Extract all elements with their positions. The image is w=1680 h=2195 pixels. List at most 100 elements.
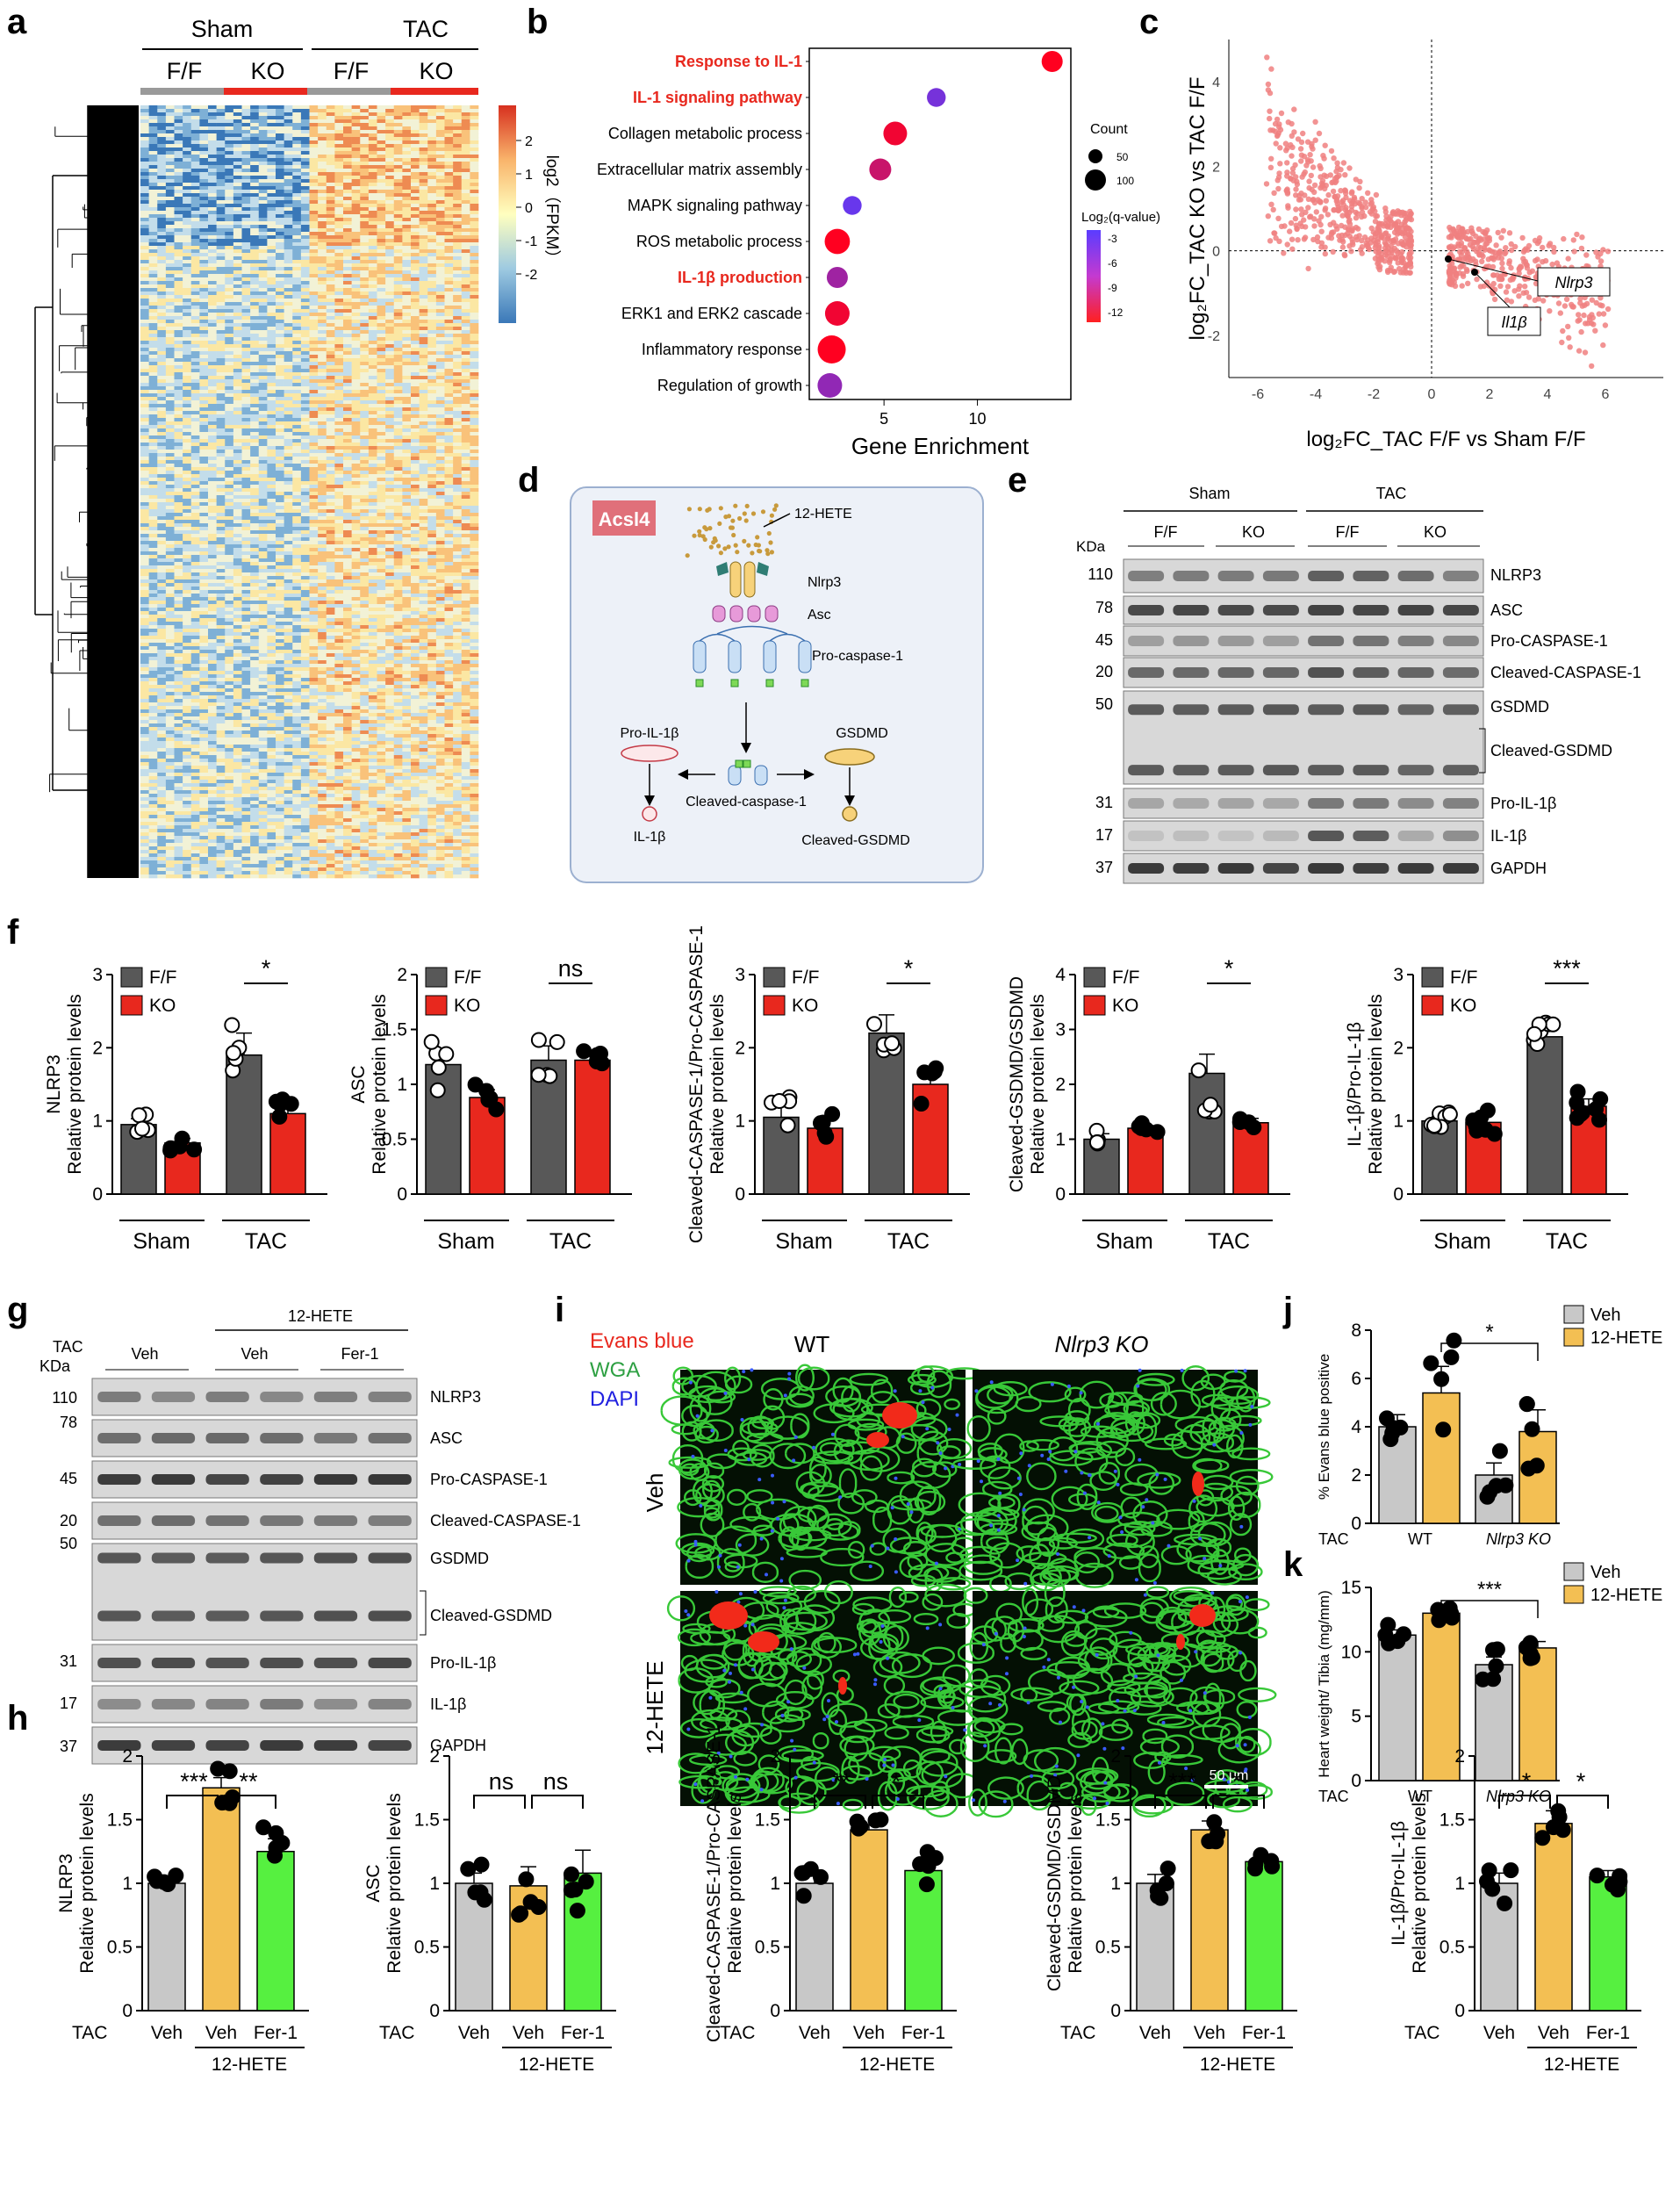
heatmap-cell — [444, 337, 454, 342]
heatmap-cell — [284, 334, 293, 338]
heatmap-cell — [461, 137, 470, 141]
heatmap-cell — [233, 302, 242, 306]
heatmap-cell — [258, 379, 268, 384]
heatmap-cell — [427, 267, 437, 271]
heatmap-cell — [470, 158, 479, 162]
heatmap-cell — [309, 144, 319, 148]
heatmap-cell — [470, 404, 479, 408]
heatmap-cell — [190, 492, 200, 496]
heatmap-cell — [427, 506, 437, 510]
heatmap-cell — [334, 214, 344, 219]
heatmap-cell — [233, 432, 242, 436]
heatmap-cell — [190, 295, 200, 299]
heatmap-cell — [318, 246, 327, 250]
heatmap-cell — [258, 207, 268, 212]
heatmap-cell — [411, 446, 420, 450]
heatmap-cell — [241, 284, 251, 289]
heatmap-cell — [190, 379, 200, 384]
heatmap-cell — [140, 313, 149, 317]
heatmap-cell — [267, 485, 276, 489]
heatmap-cell — [148, 450, 158, 454]
heatmap-cell — [225, 133, 234, 138]
heatmap-cell — [165, 414, 175, 419]
heatmap-cell — [292, 176, 302, 180]
heatmap-cell — [225, 193, 234, 198]
heatmap-cell — [140, 263, 149, 268]
heatmap-cell — [393, 306, 403, 310]
heatmap-cell — [157, 193, 167, 198]
heatmap-cell — [453, 520, 463, 524]
panel-letter-b: b — [527, 3, 548, 41]
heatmap-cell — [385, 284, 395, 289]
heatmap-cell — [427, 411, 437, 415]
heatmap-cell — [208, 112, 217, 117]
heatmap-cell — [351, 267, 361, 271]
heatmap-cell — [140, 372, 149, 377]
heatmap-cell — [435, 485, 445, 489]
heatmap-cell — [326, 428, 335, 433]
heatmap-cell — [199, 400, 209, 405]
heatmap-cell — [351, 256, 361, 261]
heatmap-cell — [300, 425, 310, 429]
heatmap-cell — [368, 534, 377, 538]
heatmap-cell — [157, 534, 167, 538]
heatmap-cell — [402, 263, 412, 268]
heatmap-cell — [292, 351, 302, 356]
heatmap-cell — [148, 270, 158, 275]
heatmap-cell — [444, 116, 454, 120]
heatmap-cell — [393, 263, 403, 268]
heatmap-cell — [427, 151, 437, 155]
heatmap-cell — [284, 309, 293, 313]
heatmap-cell — [276, 513, 284, 517]
heatmap-cell — [174, 242, 183, 247]
heatmap-cell — [225, 197, 234, 201]
heatmap-cell — [318, 481, 327, 486]
heatmap-cell — [385, 453, 395, 457]
heatmap-cell — [360, 126, 370, 131]
heatmap-cell — [402, 506, 412, 510]
heatmap-cell — [233, 439, 242, 443]
heatmap-cell — [300, 169, 310, 173]
heatmap-cell — [402, 316, 412, 320]
heatmap-cell — [258, 369, 268, 373]
heatmap-cell — [300, 197, 310, 201]
heatmap-cell — [190, 140, 200, 145]
heatmap-group-sham: Sham — [191, 16, 254, 42]
heatmap-cell — [444, 281, 454, 285]
heatmap-cell — [470, 207, 479, 212]
heatmap-cell — [174, 130, 183, 134]
heatmap-cell — [470, 513, 479, 517]
heatmap-cell — [343, 523, 352, 528]
heatmap-cell — [368, 407, 377, 412]
heatmap-cell — [258, 105, 268, 110]
heatmap-cell — [470, 200, 479, 205]
heatmap-cell — [148, 428, 158, 433]
heatmap-cell — [241, 179, 251, 184]
heatmap-cell — [267, 316, 276, 320]
heatmap-cell — [351, 450, 361, 454]
heatmap-cell — [435, 369, 445, 373]
heatmap-cell — [334, 499, 344, 503]
heatmap-cell — [419, 109, 428, 113]
heatmap-cell — [148, 411, 158, 415]
heatmap-cell — [233, 309, 242, 313]
heatmap-cell — [427, 137, 437, 141]
heatmap-cell — [199, 534, 209, 538]
heatmap-cell — [276, 411, 284, 415]
heatmap-cell — [351, 295, 361, 299]
heatmap-cell — [225, 218, 234, 222]
heatmap-cell — [411, 323, 420, 327]
heatmap-cell — [258, 488, 268, 493]
heatmap-cell — [199, 299, 209, 303]
heatmap-cell — [318, 148, 327, 152]
heatmap-cell — [334, 151, 344, 155]
heatmap-cell — [453, 169, 463, 173]
heatmap-cell — [343, 502, 352, 507]
heatmap-cell — [360, 439, 370, 443]
heatmap-cell — [199, 186, 209, 191]
heatmap-cell — [157, 165, 167, 169]
heatmap-cell — [300, 450, 310, 454]
heatmap-cell — [300, 253, 310, 257]
heatmap-cell — [360, 418, 370, 422]
heatmap-cell — [199, 288, 209, 292]
